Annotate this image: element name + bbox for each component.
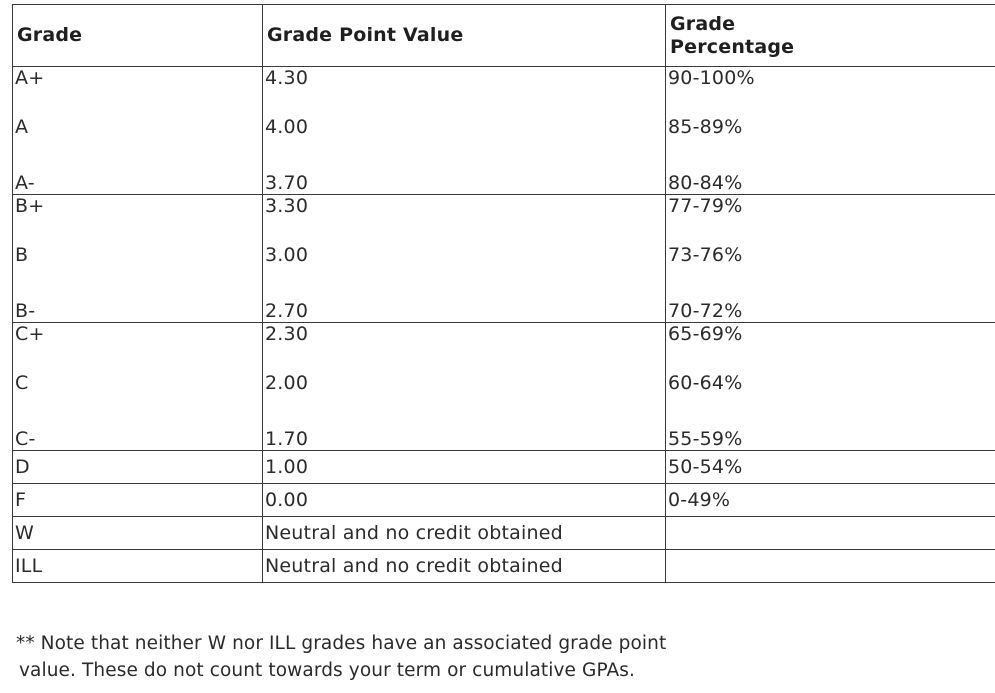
grade-point-cell: 2.00 [262,368,666,424]
grade-point-cell: 0.00 [262,483,666,517]
percentage-cell [665,549,995,583]
grade-point-cell: 2.70 [262,296,666,323]
header-grade-point-value: Grade Point Value [262,4,666,67]
table-row: A+ 4.30 90-100% [12,66,995,112]
percentage-cell: 73-76% [665,240,995,296]
grade-scale-table: Grade Grade Point Value Grade Percentage… [12,4,995,583]
grade-point-cell: 1.00 [262,450,666,484]
table-row: F 0.00 0-49% [12,483,995,517]
header-grade-percentage: Grade Percentage [665,4,995,67]
percentage-cell: 90-100% [665,66,995,112]
grade-cell: W [12,516,263,550]
grade-cell: B- [12,296,263,323]
table-row: C- 1.70 55-59% [12,424,995,451]
grade-point-cell: 1.70 [262,424,666,451]
grade-cell: C+ [12,322,263,368]
grade-cell: F [12,483,263,517]
table-row: C+ 2.30 65-69% [12,322,995,368]
table-row: ILL Neutral and no credit obtained [12,549,995,583]
grade-point-cell: 3.00 [262,240,666,296]
table-row: A 4.00 85-89% [12,112,995,168]
table-row: A- 3.70 80-84% [12,168,995,195]
gpa-note: ** Note that neither W nor ILL grades ha… [16,630,666,684]
gpa-note-line-1: ** Note that neither W nor ILL grades ha… [16,633,667,654]
percentage-cell: 77-79% [665,194,995,240]
header-grade: Grade [12,4,263,67]
percentage-cell: 55-59% [665,424,995,451]
percentage-cell: 0-49% [665,483,995,517]
table-row: W Neutral and no credit obtained [12,516,995,550]
percentage-cell: 65-69% [665,322,995,368]
grade-point-cell: 3.70 [262,168,666,195]
table-row: B+ 3.30 77-79% [12,194,995,240]
grade-cell: A+ [12,66,263,112]
gpa-note-line-2: value. These do not count towards your t… [19,660,635,681]
grade-point-cell: 4.30 [262,66,666,112]
grade-point-cell: Neutral and no credit obtained [262,516,666,550]
table-row: C 2.00 60-64% [12,368,995,424]
table-row: D 1.00 50-54% [12,450,995,484]
grade-point-cell: Neutral and no credit obtained [262,549,666,583]
grade-cell: A- [12,168,263,195]
percentage-cell [665,516,995,550]
percentage-cell: 60-64% [665,368,995,424]
table-row: B 3.00 73-76% [12,240,995,296]
grade-cell: B [12,240,263,296]
grade-cell: ILL [12,549,263,583]
grade-point-cell: 2.30 [262,322,666,368]
table-row: B- 2.70 70-72% [12,296,995,323]
grade-point-cell: 3.30 [262,194,666,240]
grade-point-cell: 4.00 [262,112,666,168]
grade-cell: D [12,450,263,484]
grade-cell: A [12,112,263,168]
grade-cell: B+ [12,194,263,240]
percentage-cell: 85-89% [665,112,995,168]
percentage-cell: 70-72% [665,296,995,323]
grade-cell: C [12,368,263,424]
percentage-cell: 80-84% [665,168,995,195]
table-header-row: Grade Grade Point Value Grade Percentage [12,4,995,67]
grade-cell: C- [12,424,263,451]
percentage-cell: 50-54% [665,450,995,484]
